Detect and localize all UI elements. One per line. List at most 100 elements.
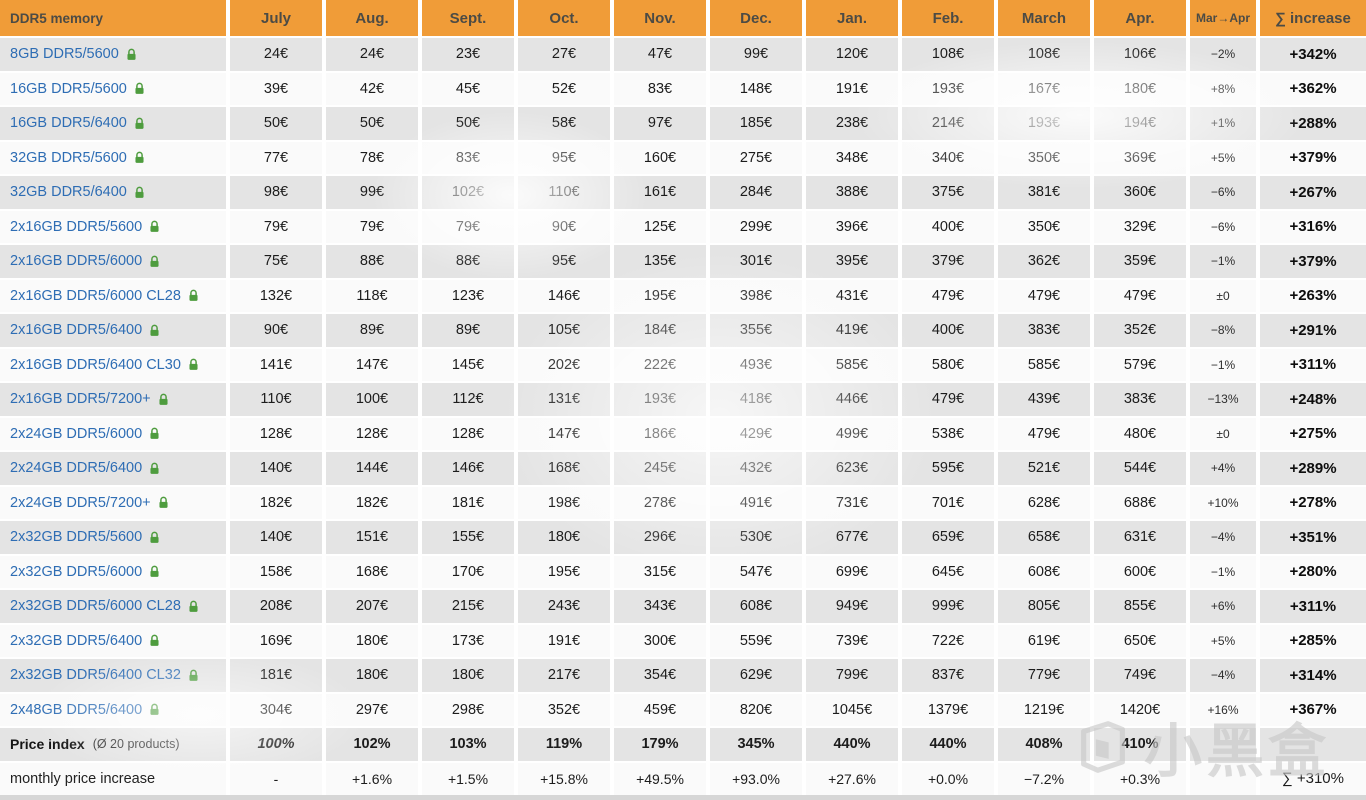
price-cell: 243€ (518, 590, 610, 623)
price-cell: 75€ (230, 245, 322, 278)
price-cell: 131€ (518, 383, 610, 416)
price-cell: 158€ (230, 555, 322, 588)
monthly-increase-cell: −7.2% (998, 762, 1090, 795)
product-link[interactable]: 2x32GB DDR5/6400 (10, 632, 143, 649)
sum-increase-cell: +275% (1260, 417, 1366, 450)
price-cell: 521€ (998, 452, 1090, 485)
price-cell: 352€ (1094, 314, 1186, 347)
monthly-increase-row: monthly price increase - +1.6% +1.5% +15.8% +… (0, 762, 1366, 795)
price-cell: 580€ (902, 348, 994, 381)
price-cell: 208€ (230, 590, 322, 623)
month-header: Apr. (1094, 0, 1186, 36)
lock-icon (148, 427, 161, 440)
price-cell: 128€ (326, 417, 418, 450)
price-cell: 112€ (422, 383, 514, 416)
product-link[interactable]: 32GB DDR5/5600 (10, 149, 127, 166)
price-cell: 182€ (326, 486, 418, 519)
month-header: Nov. (614, 0, 706, 36)
price-cell: 198€ (518, 486, 610, 519)
change-cell: +8% (1190, 72, 1256, 105)
product-link[interactable]: 2x24GB DDR5/7200+ (10, 494, 151, 511)
price-cell: 155€ (422, 521, 514, 554)
product-column-header: DDR5 memory (0, 0, 226, 36)
change-cell: −2% (1190, 38, 1256, 71)
product-link[interactable]: 32GB DDR5/6400 (10, 184, 127, 201)
month-header: Jan. (806, 0, 898, 36)
price-cell: 375€ (902, 176, 994, 209)
change-cell: +16% (1190, 693, 1256, 726)
product-link[interactable]: 2x24GB DDR5/6400 (10, 460, 143, 477)
product-link[interactable]: 2x16GB DDR5/6400 CL30 (10, 356, 181, 373)
price-cell: 160€ (614, 141, 706, 174)
product-link[interactable]: 16GB DDR5/5600 (10, 80, 127, 97)
product-cell: 2x16GB DDR5/6000 (0, 245, 226, 278)
price-index-cell: 345% (710, 728, 802, 761)
price-cell: 432€ (710, 452, 802, 485)
product-link[interactable]: 2x32GB DDR5/6400 CL32 (10, 667, 181, 684)
price-cell: 479€ (1094, 279, 1186, 312)
product-link[interactable]: 2x16GB DDR5/5600 (10, 218, 143, 235)
sum-increase-cell: +314% (1260, 659, 1366, 692)
sum-increase-cell: +316% (1260, 210, 1366, 243)
sum-total-cell: ∑ +310% (1260, 762, 1366, 795)
price-cell: 186€ (614, 417, 706, 450)
price-cell: 78€ (326, 141, 418, 174)
sum-increase-cell: +278% (1260, 486, 1366, 519)
price-cell: 118€ (326, 279, 418, 312)
product-link[interactable]: 2x48GB DDR5/6400 (10, 701, 143, 718)
lock-icon (187, 358, 200, 371)
product-link[interactable]: 2x16GB DDR5/6000 (10, 253, 143, 270)
change-cell: −1% (1190, 555, 1256, 588)
price-cell: 547€ (710, 555, 802, 588)
lock-icon (148, 703, 161, 716)
product-link[interactable]: 2x16GB DDR5/6000 CL28 (10, 287, 181, 304)
empty-cell (1190, 728, 1256, 761)
price-index-cell: 103% (422, 728, 514, 761)
change-cell: −13% (1190, 383, 1256, 416)
sum-increase-cell: +367% (1260, 693, 1366, 726)
price-cell: 191€ (806, 72, 898, 105)
price-cell: 180€ (1094, 72, 1186, 105)
change-cell: −4% (1190, 659, 1256, 692)
price-index-cell: 102% (326, 728, 418, 761)
price-cell: 499€ (806, 417, 898, 450)
price-cell: 355€ (710, 314, 802, 347)
price-index-cell: 179% (614, 728, 706, 761)
price-cell: 493€ (710, 348, 802, 381)
lock-icon (187, 289, 200, 302)
price-cell: 949€ (806, 590, 898, 623)
sum-increase-cell: +263% (1260, 279, 1366, 312)
price-cell: 779€ (998, 659, 1090, 692)
price-cell: 90€ (518, 210, 610, 243)
product-link[interactable]: 8GB DDR5/5600 (10, 46, 119, 63)
change-cell: +6% (1190, 590, 1256, 623)
product-link[interactable]: 2x32GB DDR5/5600 (10, 529, 143, 546)
price-cell: 89€ (326, 314, 418, 347)
month-header: Dec. (710, 0, 802, 36)
table-row: 8GB DDR5/5600 24€ 24€ 23€ 27€ 47€ 99€ 120€ 108€ 1… (0, 38, 1366, 71)
product-link[interactable]: 16GB DDR5/6400 (10, 115, 127, 132)
sum-increase-cell: +285% (1260, 624, 1366, 657)
price-cell: 145€ (422, 348, 514, 381)
product-link[interactable]: 2x32GB DDR5/6000 CL28 (10, 598, 181, 615)
product-link[interactable]: 2x32GB DDR5/6000 (10, 563, 143, 580)
product-link[interactable]: 2x16GB DDR5/6400 (10, 322, 143, 339)
sum-increase-cell: +280% (1260, 555, 1366, 588)
price-cell: 1219€ (998, 693, 1090, 726)
price-cell: 352€ (518, 693, 610, 726)
price-cell: 24€ (326, 38, 418, 71)
price-cell: 83€ (422, 141, 514, 174)
price-cell: 629€ (710, 659, 802, 692)
change-cell: ±0 (1190, 279, 1256, 312)
product-link[interactable]: 2x24GB DDR5/6000 (10, 425, 143, 442)
change-cell: −6% (1190, 210, 1256, 243)
price-cell: 88€ (422, 245, 514, 278)
price-cell: 147€ (326, 348, 418, 381)
change-cell: +10% (1190, 486, 1256, 519)
price-cell: 595€ (902, 452, 994, 485)
product-link[interactable]: 2x16GB DDR5/7200+ (10, 391, 151, 408)
sum-increase-cell: +291% (1260, 314, 1366, 347)
price-cell: 99€ (710, 38, 802, 71)
lock-icon (187, 600, 200, 613)
price-cell: 1045€ (806, 693, 898, 726)
